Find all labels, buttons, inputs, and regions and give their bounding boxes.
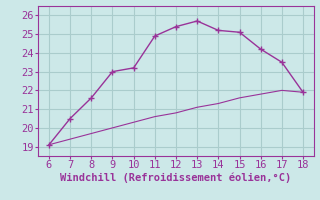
X-axis label: Windchill (Refroidissement éolien,°C): Windchill (Refroidissement éolien,°C): [60, 173, 292, 183]
